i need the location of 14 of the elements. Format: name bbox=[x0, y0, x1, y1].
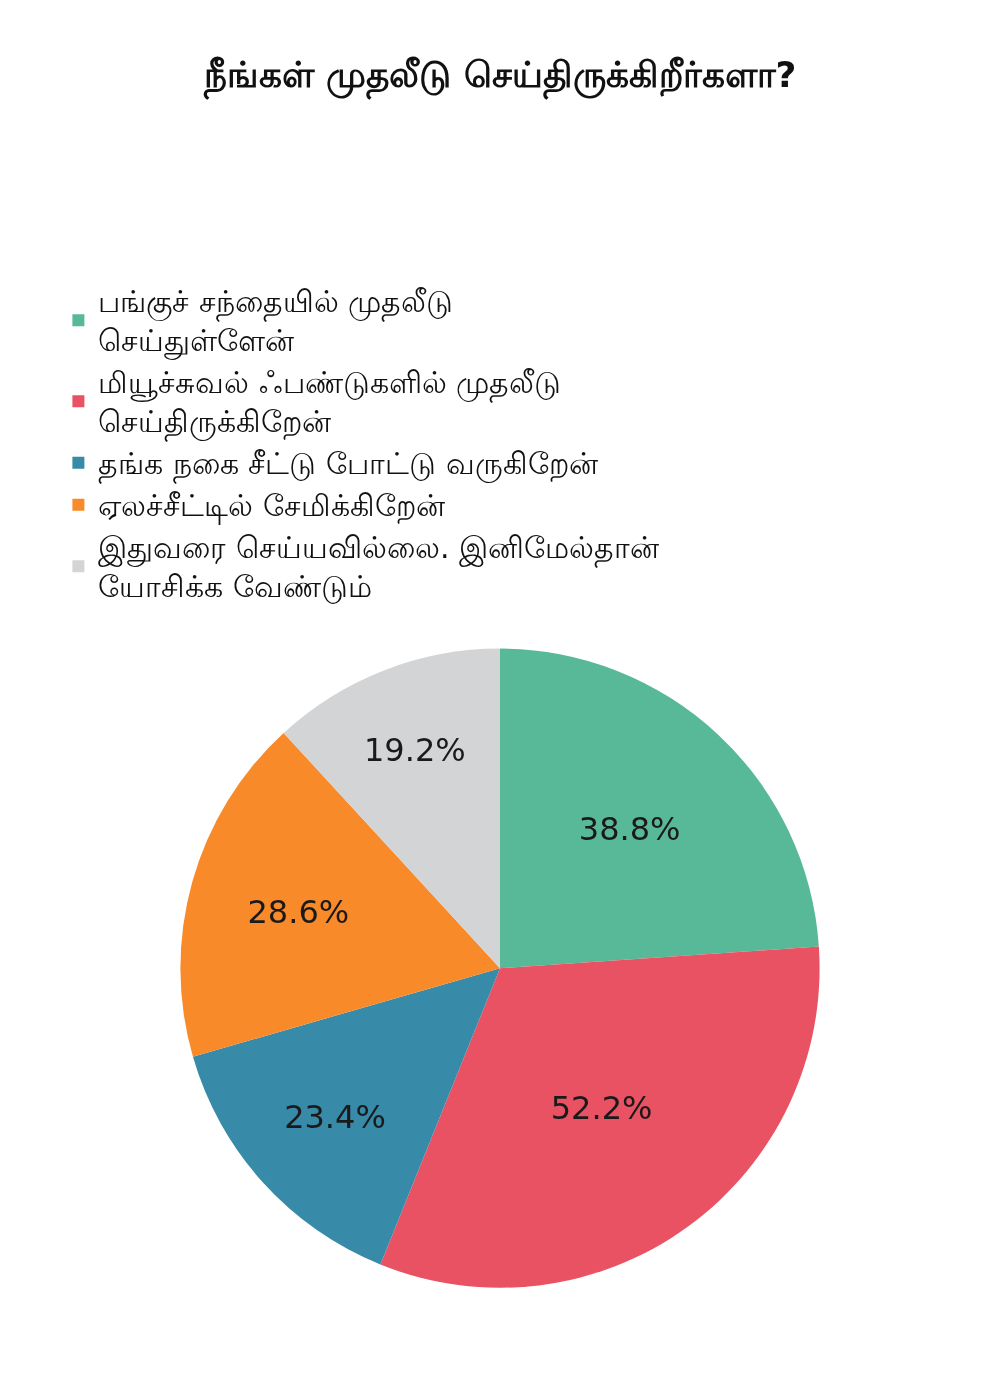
chart-title: நீங்கள் முதலீடு செய்திருக்கிறீர்களா? bbox=[202, 54, 797, 101]
data-label: 19.2% bbox=[363, 730, 466, 769]
data-label: 28.6% bbox=[247, 892, 350, 931]
pie-slice bbox=[180, 732, 500, 1057]
data-label: 23.4% bbox=[284, 1098, 386, 1137]
data-label: 52.2% bbox=[550, 1089, 653, 1128]
legend-label: இதுவரை செய்யவில்லை. இனிமேல்தான் யோசிக்க வேண்டும் bbox=[98, 530, 660, 605]
data-label: 38.8% bbox=[578, 810, 681, 849]
pie-slice bbox=[192, 968, 500, 1265]
legend-label: மியூச்சுவல் ஃபண்டுகளில் முதலீடு செய்திருக்கிறேன் bbox=[98, 365, 562, 443]
legend-label: ஏலச்சீட்டில் சேமிக்கிறேன் bbox=[98, 488, 445, 526]
legend-label: பங்குச் சந்தையில் முதலீடு செய்துள்ளேன் bbox=[98, 284, 454, 361]
pie-slice bbox=[500, 648, 819, 969]
legend-label: தங்க நகை சீட்டு போட்டு வருகிறேன் bbox=[98, 446, 598, 485]
